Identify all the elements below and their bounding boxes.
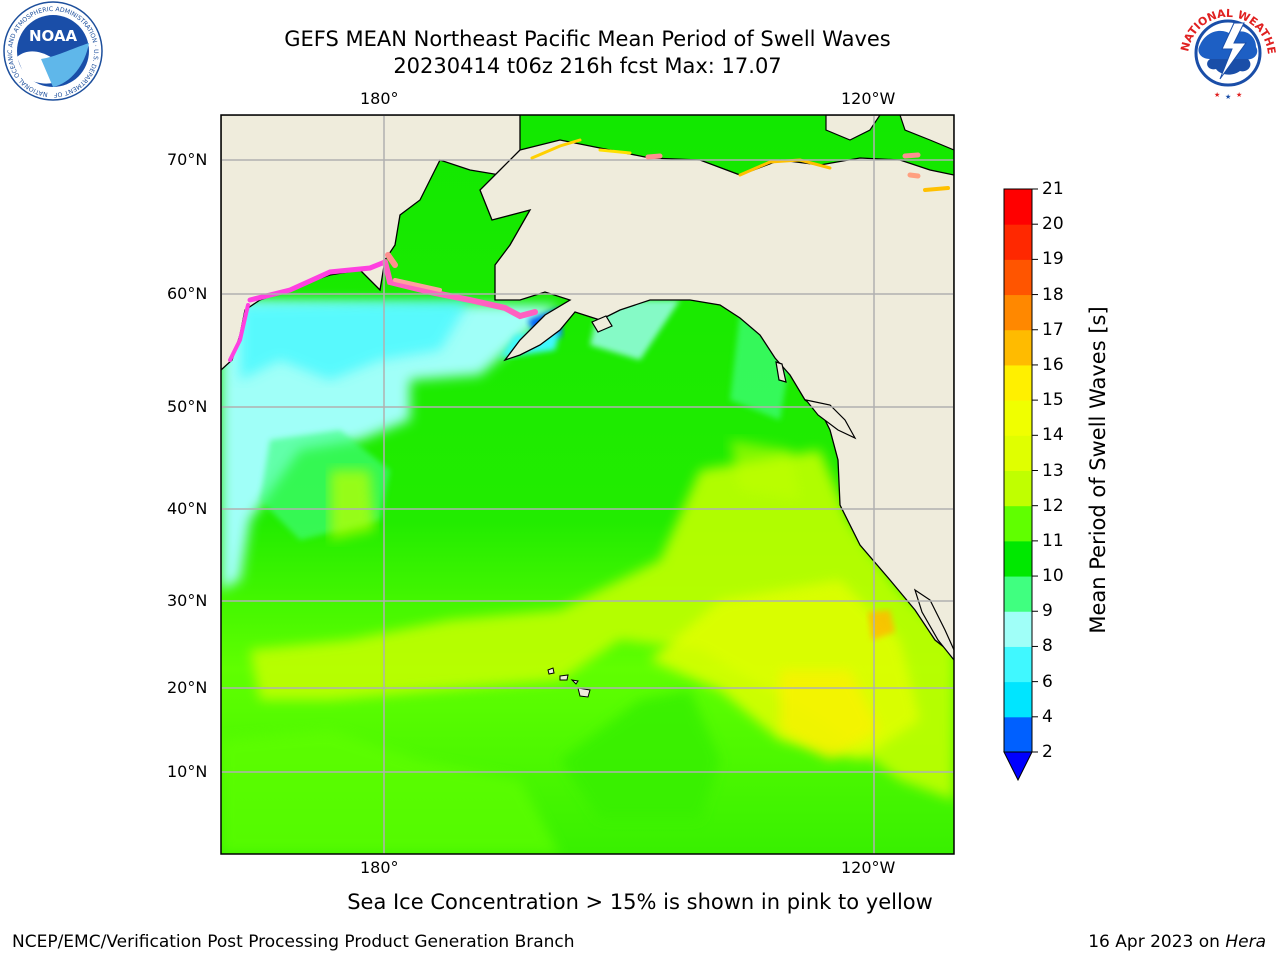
sea-ice-edge [228, 138, 950, 362]
lat-label-70n: 70°N [167, 150, 208, 169]
colorbar-tick-label: 6 [1042, 671, 1053, 692]
colorbar-segment [1004, 259, 1032, 296]
svg-text:★: ★ [1214, 91, 1220, 99]
lon-label-bottom-180: 180° [360, 858, 399, 877]
colorbar-tick-label: 12 [1042, 495, 1064, 516]
colorbar-title: Mean Period of Swell Waves [s] [1086, 306, 1110, 634]
colorbar-segment [1004, 329, 1032, 366]
lat-label-20n: 20°N [167, 678, 208, 697]
lon-label-bottom-120w: 120°W [841, 858, 896, 877]
colorbar-segment [1004, 505, 1032, 542]
chart-title: GEFS MEAN Northeast Pacific Mean Period … [284, 27, 891, 51]
colorbar-segment [1004, 611, 1032, 647]
graticule [221, 115, 954, 854]
colorbar-tick-label: 15 [1042, 390, 1064, 411]
colorbar-tick-label: 21 [1042, 179, 1064, 199]
colorbar-segment [1004, 716, 1032, 753]
hawaiian-islands [547, 667, 591, 698]
lat-label-10n: 10°N [167, 762, 208, 781]
date-text: 16 Apr 2023 on [1088, 932, 1226, 952]
colorbar-tick-label: 18 [1042, 284, 1064, 305]
colorbar-segment [1004, 681, 1032, 718]
colorbar-segment [1004, 189, 1032, 225]
long-period-region [250, 450, 954, 800]
colorbar-tick-label: 20 [1042, 214, 1064, 235]
land-north-america [479, 139, 954, 656]
colorbar-segment [1004, 470, 1032, 507]
colorbar-under-arrow [1003, 751, 1033, 782]
colorbar-tick-label: 19 [1042, 249, 1064, 270]
colorbar-tick-label: 11 [1042, 530, 1064, 551]
colorbar-tick-label: 4 [1042, 706, 1053, 727]
colorbar-tick-label: 9 [1042, 601, 1053, 622]
colorbar-segment [1004, 224, 1032, 260]
host-name: Hera [1225, 932, 1266, 952]
chart-subtitle: 20230414 t06z 216h fcst Max: 17.07 [393, 54, 782, 78]
colorbar-tick-label: 2 [1042, 742, 1053, 762]
colorbar-segment [1004, 435, 1032, 471]
noaa-logo-icon: NATIONAL OCEANIC AND ATMOSPHERIC ADMINIS… [1, 1, 103, 101]
colorbar-segment [1004, 646, 1032, 683]
colorbar-segment [1004, 540, 1032, 577]
lon-label-top-180: 180° [360, 89, 399, 108]
colorbar-tick-label: 16 [1042, 354, 1064, 375]
date-stamp: 16 Apr 2023 on Hera [1088, 932, 1266, 952]
lat-label-60n: 60°N [167, 284, 208, 303]
sea-ice-note: Sea Ice Concentration > 15% is shown in … [347, 890, 933, 914]
colorbar-tick-label: 10 [1042, 566, 1064, 587]
colorbar-segment [1004, 294, 1032, 331]
colorbar-tick-label: 8 [1042, 636, 1053, 657]
colorbar-tick-label: 14 [1042, 425, 1064, 446]
noaa-logo-text: NOAA [29, 27, 78, 45]
lat-label-40n: 40°N [167, 499, 208, 518]
svg-text:★: ★ [1236, 91, 1242, 99]
colorbar-tick-label: 17 [1042, 319, 1064, 340]
colorbar-segment [1004, 576, 1032, 612]
lat-label-30n: 30°N [167, 591, 208, 610]
colorbar-segment [1004, 364, 1032, 401]
nws-logo-icon: NATIONAL WEATHER SERVICE ★ ★ ★ [1176, 1, 1278, 101]
svg-text:★: ★ [1225, 93, 1231, 101]
lat-label-50n: 50°N [167, 397, 208, 416]
colorbar-tick-label: 13 [1042, 460, 1064, 481]
map-frame [220, 114, 955, 855]
colorbar-segment [1004, 400, 1032, 436]
short-period-region [221, 300, 560, 590]
lon-label-top-120w: 120°W [841, 89, 896, 108]
credit-text: NCEP/EMC/Verification Post Processing Pr… [12, 932, 575, 952]
